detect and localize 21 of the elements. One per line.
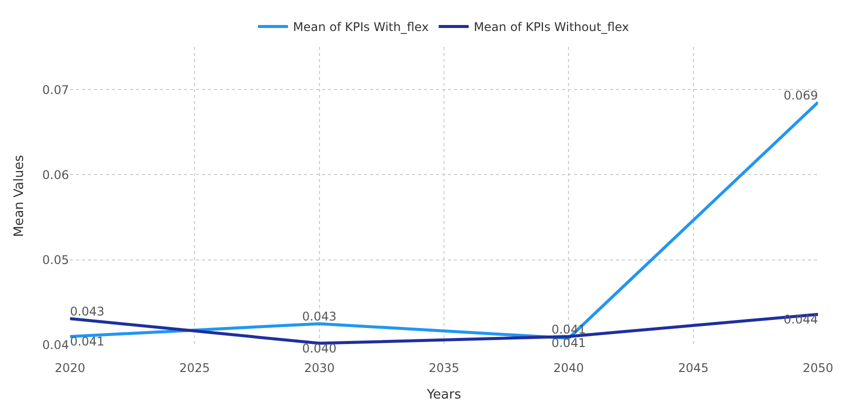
y-tick-label: 0.07 [42, 82, 69, 97]
data-label: 0.041 [70, 334, 104, 348]
x-tick-label: 2020 [54, 361, 86, 375]
x-tick-label: 2050 [802, 361, 834, 375]
x-axis-title: Years [426, 388, 462, 403]
data-label: 0.069 [784, 88, 818, 102]
data-label: 0.040 [302, 341, 337, 356]
data-label: 0.041 [551, 336, 586, 350]
x-tick-label: 2040 [553, 361, 584, 375]
data-label: 0.043 [302, 310, 337, 324]
y-tick-label: 0.04 [42, 338, 69, 352]
y-axis-title: Mean Values [12, 154, 28, 238]
x-tick-label: 2045 [678, 361, 709, 375]
x-tick-label: 2035 [428, 361, 460, 375]
x-tick-label: 2030 [304, 361, 335, 375]
x-tick-label: 2025 [179, 361, 210, 375]
data-label: 0.043 [70, 304, 104, 319]
legend-label: Mean of KPIs With_flex [293, 20, 429, 34]
y-tick-label: 0.06 [42, 168, 69, 182]
y-tick-label: 0.05 [42, 253, 69, 268]
legend-label: Mean of KPIs Without_flex [474, 20, 630, 34]
